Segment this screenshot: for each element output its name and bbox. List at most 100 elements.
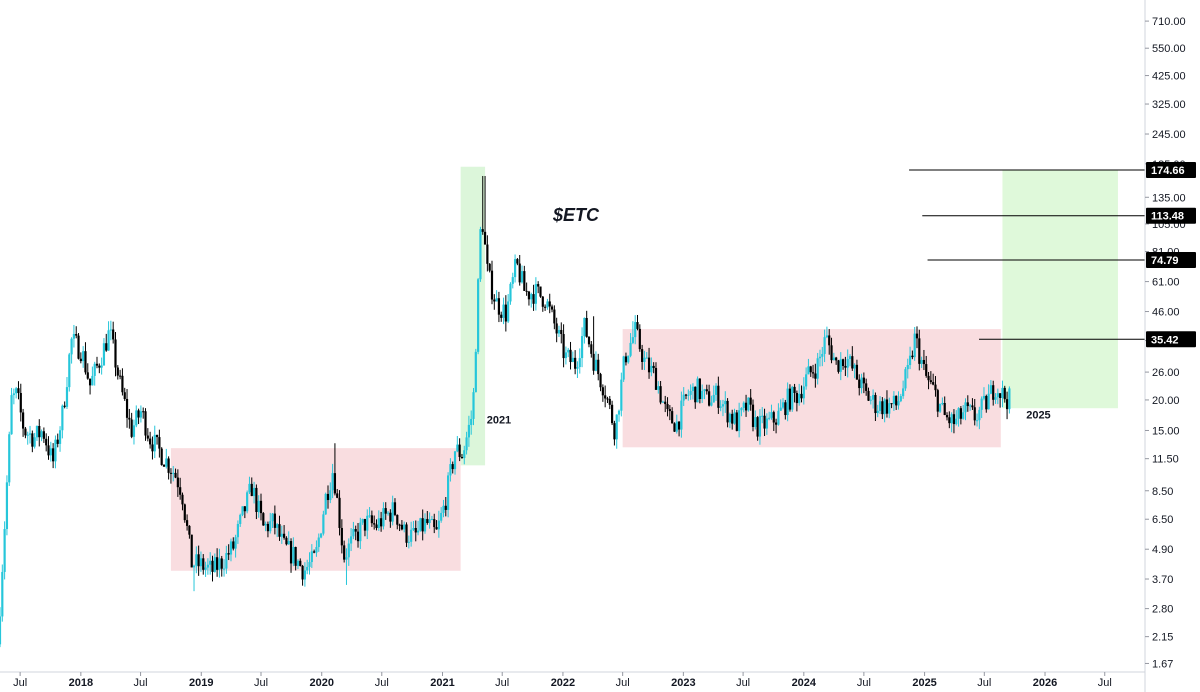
candle xyxy=(88,378,92,395)
candle-body xyxy=(714,385,718,395)
candle-body xyxy=(751,404,755,427)
candle-body xyxy=(299,560,302,566)
candle xyxy=(774,418,778,434)
candle xyxy=(146,428,149,442)
candle-body xyxy=(876,410,879,414)
candle-body xyxy=(345,557,348,560)
candle-body xyxy=(918,338,921,364)
candle xyxy=(860,373,863,394)
candle-body xyxy=(380,518,383,527)
candle-body xyxy=(631,337,634,343)
candle-body xyxy=(495,298,498,302)
candle xyxy=(463,445,466,465)
candle-body xyxy=(527,291,531,300)
candle xyxy=(58,426,62,452)
candle xyxy=(525,282,528,296)
candle xyxy=(569,341,572,370)
candle-body xyxy=(107,330,110,351)
candle-body xyxy=(643,357,646,362)
candle xyxy=(301,564,304,586)
candle xyxy=(915,326,919,349)
candle xyxy=(560,322,563,344)
candle-body xyxy=(999,393,1002,398)
candle xyxy=(996,388,999,405)
candle xyxy=(456,436,459,453)
candle xyxy=(969,403,972,411)
candle xyxy=(3,521,6,580)
candle xyxy=(102,338,106,366)
candle-body xyxy=(599,374,602,388)
candle xyxy=(56,433,59,448)
candle xyxy=(511,272,514,289)
candle xyxy=(213,553,216,573)
candle xyxy=(934,376,937,397)
candle xyxy=(555,317,558,343)
candle-body xyxy=(326,493,330,501)
x-tick-label: 2020 xyxy=(309,677,333,689)
candle xyxy=(294,546,297,571)
candle xyxy=(283,525,286,540)
candle xyxy=(21,408,25,437)
candle-body xyxy=(195,554,198,566)
candle-body xyxy=(12,393,15,396)
candle xyxy=(119,369,122,380)
y-tick-label: 61.00 xyxy=(1152,277,1180,289)
candle-body xyxy=(410,529,413,542)
y-tick-label: 325.00 xyxy=(1152,99,1186,111)
candle-body xyxy=(971,405,974,408)
candle-body xyxy=(634,322,637,338)
candle xyxy=(153,425,156,459)
candle xyxy=(109,320,112,341)
candle xyxy=(470,410,473,435)
candle xyxy=(292,537,295,567)
candle-body xyxy=(793,386,796,393)
candle-body xyxy=(567,349,570,353)
candle-body xyxy=(617,410,621,415)
candle xyxy=(798,383,801,406)
candle-body xyxy=(682,394,685,401)
candle xyxy=(641,344,644,370)
target-price-label-bg xyxy=(1146,161,1196,178)
candle xyxy=(98,363,101,374)
candle-body xyxy=(791,386,794,410)
y-tick-label: 2.15 xyxy=(1152,632,1173,644)
candle-body xyxy=(287,541,290,545)
candle-body xyxy=(513,259,517,278)
time-axis[interactable]: Jul 2018 Jul 2019 Jul 2020 Jul 2021 Jul 2022 Jul 20… xyxy=(13,672,1112,689)
candle-body xyxy=(694,386,697,403)
candle-body xyxy=(262,513,265,526)
candle xyxy=(694,386,697,409)
candle xyxy=(807,358,810,375)
candle-body xyxy=(386,512,390,514)
candle xyxy=(673,422,676,432)
projection-zone-3 xyxy=(1002,169,1118,409)
candle xyxy=(650,357,653,377)
candle xyxy=(624,352,628,366)
candle-body xyxy=(641,349,644,362)
candle-body xyxy=(477,279,480,352)
candle-body xyxy=(881,401,884,415)
candle xyxy=(303,562,306,587)
candle xyxy=(195,546,198,574)
candle-body xyxy=(209,560,212,565)
candle xyxy=(315,540,318,557)
candle-body xyxy=(987,393,990,410)
candle xyxy=(610,400,614,426)
candle-body xyxy=(996,393,999,398)
candle xyxy=(100,357,103,375)
candle xyxy=(698,378,701,404)
candle-body xyxy=(121,375,124,393)
candle-body xyxy=(54,439,57,462)
candle xyxy=(816,352,819,385)
candle-body xyxy=(604,395,607,399)
candle xyxy=(724,391,727,413)
candle-body xyxy=(0,616,2,645)
candle-body xyxy=(42,431,45,439)
candle xyxy=(0,607,2,648)
candle xyxy=(246,490,249,514)
candle-body xyxy=(301,565,304,580)
candle-body xyxy=(98,365,101,368)
candle xyxy=(449,458,452,482)
candle-body xyxy=(155,434,159,438)
